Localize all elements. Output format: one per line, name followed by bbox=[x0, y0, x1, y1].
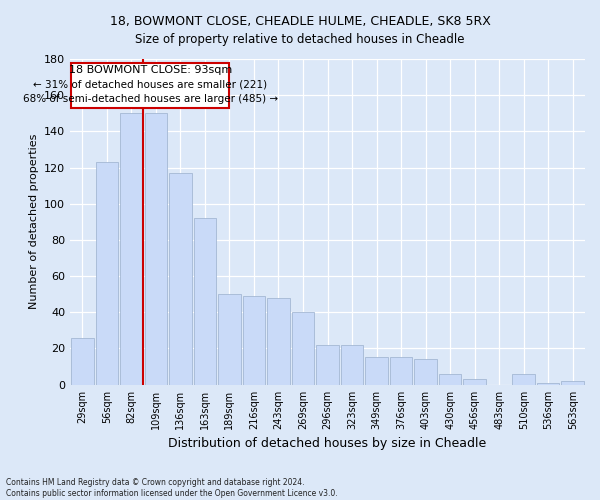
Bar bbox=[390, 358, 412, 384]
Bar bbox=[145, 114, 167, 384]
Bar bbox=[169, 173, 191, 384]
Bar bbox=[512, 374, 535, 384]
Bar bbox=[316, 345, 339, 385]
Bar bbox=[120, 114, 143, 384]
Bar bbox=[365, 358, 388, 384]
Text: Size of property relative to detached houses in Cheadle: Size of property relative to detached ho… bbox=[135, 32, 465, 46]
Bar bbox=[292, 312, 314, 384]
Bar bbox=[341, 345, 364, 385]
Bar bbox=[562, 381, 584, 384]
Text: 68% of semi-detached houses are larger (485) →: 68% of semi-detached houses are larger (… bbox=[23, 94, 278, 104]
Text: Contains HM Land Registry data © Crown copyright and database right 2024.
Contai: Contains HM Land Registry data © Crown c… bbox=[6, 478, 338, 498]
Bar bbox=[267, 298, 290, 384]
Bar bbox=[95, 162, 118, 384]
Text: ← 31% of detached houses are smaller (221): ← 31% of detached houses are smaller (22… bbox=[33, 80, 268, 90]
Bar bbox=[218, 294, 241, 384]
X-axis label: Distribution of detached houses by size in Cheadle: Distribution of detached houses by size … bbox=[169, 437, 487, 450]
Bar bbox=[194, 218, 216, 384]
Text: 18, BOWMONT CLOSE, CHEADLE HULME, CHEADLE, SK8 5RX: 18, BOWMONT CLOSE, CHEADLE HULME, CHEADL… bbox=[110, 15, 490, 28]
Bar bbox=[415, 359, 437, 384]
Bar bbox=[71, 338, 94, 384]
Bar bbox=[242, 296, 265, 384]
Bar bbox=[537, 382, 559, 384]
Y-axis label: Number of detached properties: Number of detached properties bbox=[29, 134, 38, 310]
Bar bbox=[439, 374, 461, 384]
Bar bbox=[463, 379, 486, 384]
Text: 18 BOWMONT CLOSE: 93sqm: 18 BOWMONT CLOSE: 93sqm bbox=[69, 66, 232, 76]
FancyBboxPatch shape bbox=[71, 62, 229, 108]
